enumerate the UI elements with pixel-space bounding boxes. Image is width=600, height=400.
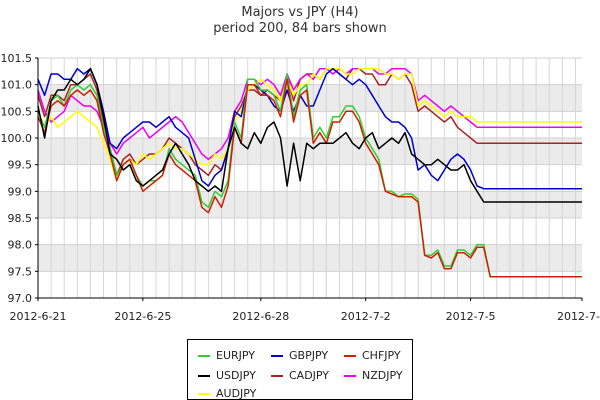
series-line-chfjpy: [37, 78, 582, 278]
legend-label: CHFJPY: [362, 349, 401, 362]
legend-swatch: [271, 354, 283, 357]
y-tick-label: 99.0: [8, 185, 33, 198]
x-tick-label: 2012-7-9: [557, 310, 600, 323]
y-tick-label: 101.0: [1, 79, 33, 92]
y-tick-label: 97.0: [8, 292, 33, 305]
y-tick-label: 98.0: [8, 239, 33, 252]
x-axis-ticks: 2012-6-21 2012-6-25 2012-6-28 2012-7-2 2012-…: [10, 298, 600, 323]
y-axis-ticks: 97.0 97.5 98.0 98.5 99.0 99.5 100.0 100.5 101.0 1…: [1, 52, 38, 305]
x-tick-label: 2012-7-2: [341, 310, 391, 323]
grid-band: [38, 164, 582, 192]
series-lines: [37, 67, 582, 278]
x-tick-label: 2012-7-5: [446, 310, 496, 323]
y-tick-label: 97.5: [8, 265, 33, 278]
x-tick-label: 2012-6-28: [232, 310, 289, 323]
legend-swatch: [271, 374, 283, 377]
chart-title: Majors vs JPY (H4): [241, 5, 359, 20]
grid-band: [38, 138, 582, 165]
legend-label: AUDJPY: [216, 387, 257, 400]
legend-label: NZDJPY: [362, 369, 403, 382]
legend-item-eurjpy: EURJPY: [198, 349, 255, 362]
x-tick-label: 2012-6-21: [10, 310, 67, 323]
y-tick-label: 99.5: [8, 159, 33, 172]
legend-item-gbpjpy: GBPJPY: [271, 349, 328, 362]
grid-band: [38, 244, 582, 272]
legend-item-audjpy: AUDJPY: [198, 387, 256, 400]
legend-item-chfjpy: CHFJPY: [344, 349, 401, 362]
grid-band: [38, 191, 582, 218]
chart-subtitle: period 200, 84 bars shown: [213, 21, 387, 36]
series-line-cadjpy: [37, 67, 582, 177]
legend-label: USDJPY: [216, 369, 256, 382]
legend-swatch: [344, 354, 356, 357]
axes: [37, 58, 582, 299]
y-tick-label: 100.5: [1, 105, 33, 118]
y-tick-label: 98.5: [8, 212, 33, 225]
x-tick-label: 2012-6-25: [114, 310, 171, 323]
grid-band: [38, 271, 582, 298]
y-tick-label: 101.5: [1, 52, 33, 65]
legend-swatch: [344, 374, 356, 377]
series-line-usdjpy: [37, 67, 582, 203]
chart-legend: EURJPY GBPJPY CHFJPY USDJPY CADJPY NZDJPY AUDJ…: [187, 339, 413, 400]
y-tick-label: 100.0: [1, 132, 33, 145]
legend-item-cadjpy: CADJPY: [271, 369, 329, 382]
grid-bands: [38, 58, 582, 298]
legend-label: EURJPY: [216, 349, 255, 362]
grid-band: [38, 218, 582, 245]
legend-label: GBPJPY: [289, 349, 329, 362]
legend-swatch: [198, 392, 210, 395]
legend-item-usdjpy: USDJPY: [198, 369, 256, 382]
series-line-nzdjpy: [37, 67, 582, 161]
legend-item-nzdjpy: NZDJPY: [344, 369, 403, 382]
legend-swatch: [198, 354, 210, 357]
legend-swatch: [198, 374, 210, 377]
legend-label: CADJPY: [289, 369, 330, 382]
